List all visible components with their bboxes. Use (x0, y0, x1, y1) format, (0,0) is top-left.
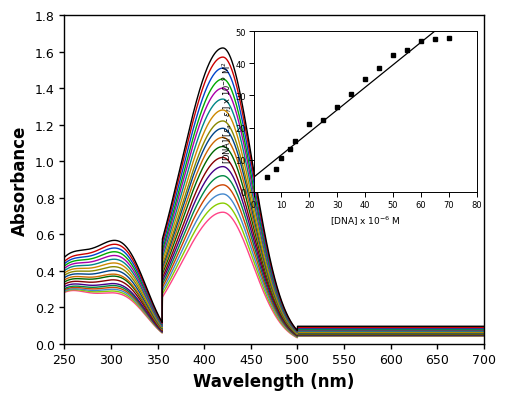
Y-axis label: Absorbance: Absorbance (11, 125, 29, 235)
Y-axis label: [DNA]/[$\varepsilon_a$ - $\varepsilon_f$] x 10$^{-9}$ M$^2$: [DNA]/[$\varepsilon_a$ - $\varepsilon_f$… (220, 61, 234, 164)
X-axis label: Wavelength (nm): Wavelength (nm) (194, 372, 355, 390)
X-axis label: [DNA] x 10$^{-6}$ M: [DNA] x 10$^{-6}$ M (330, 215, 401, 228)
